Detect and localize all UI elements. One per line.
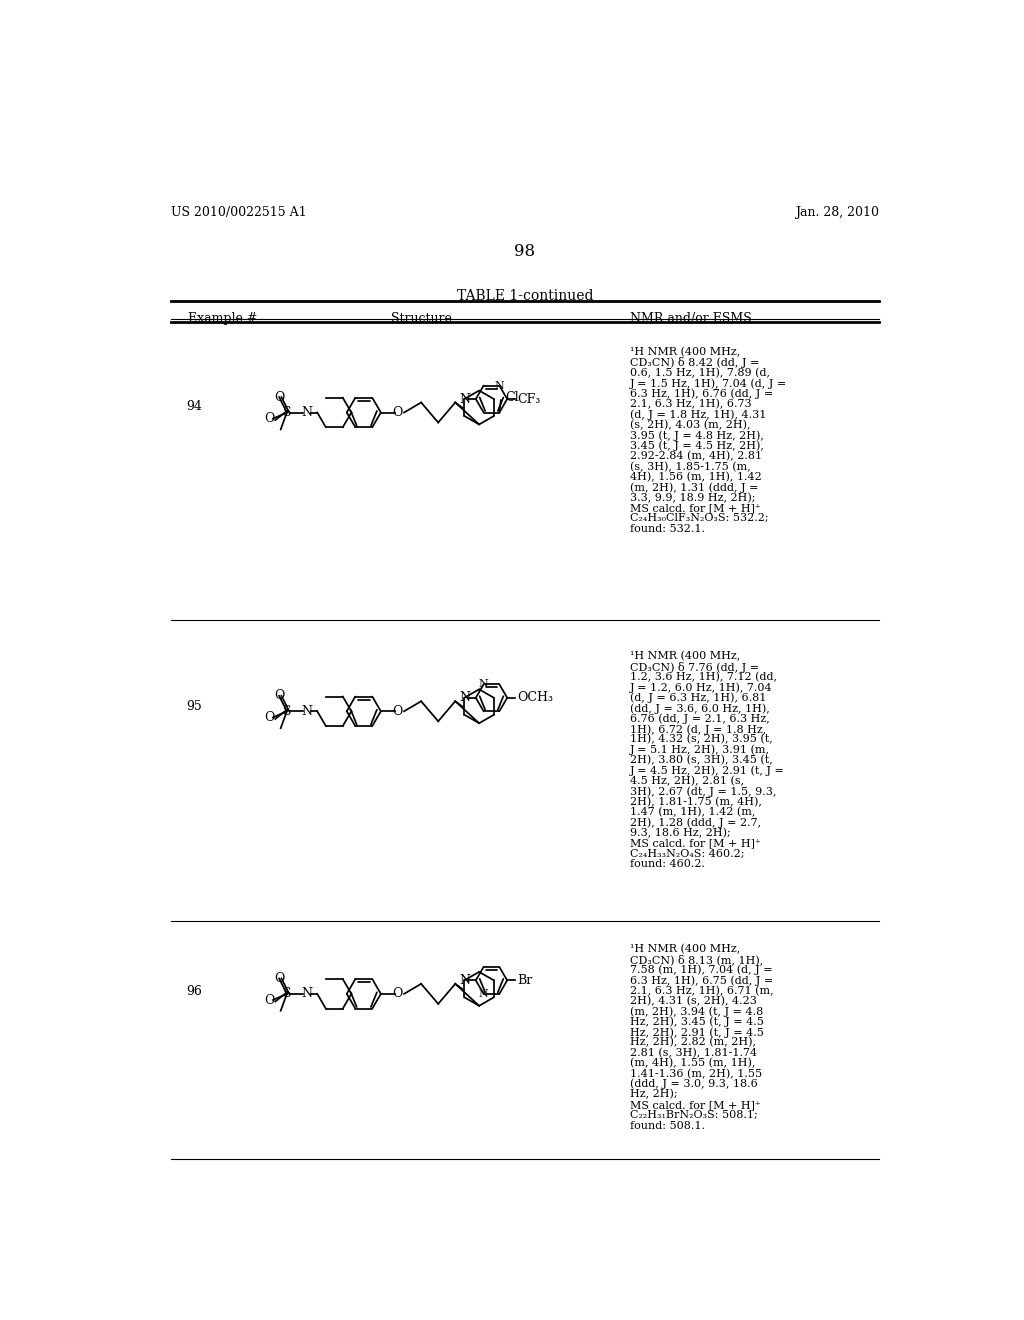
Text: 94: 94 bbox=[186, 400, 202, 413]
Text: 1H), 6.72 (d, J = 1.8 Hz,: 1H), 6.72 (d, J = 1.8 Hz, bbox=[630, 723, 766, 734]
Text: (d, J = 6.3 Hz, 1H), 6.81: (d, J = 6.3 Hz, 1H), 6.81 bbox=[630, 693, 767, 704]
Text: 7.58 (m, 1H), 7.04 (d, J =: 7.58 (m, 1H), 7.04 (d, J = bbox=[630, 965, 773, 975]
Text: O: O bbox=[274, 391, 285, 404]
Text: 1.41-1.36 (m, 2H), 1.55: 1.41-1.36 (m, 2H), 1.55 bbox=[630, 1069, 762, 1078]
Text: N: N bbox=[459, 692, 470, 705]
Text: Hz, 2H);: Hz, 2H); bbox=[630, 1089, 678, 1100]
Text: O: O bbox=[393, 705, 403, 718]
Text: (m, 2H), 3.94 (t, J = 4.8: (m, 2H), 3.94 (t, J = 4.8 bbox=[630, 1006, 764, 1016]
Text: US 2010/0022515 A1: US 2010/0022515 A1 bbox=[171, 206, 306, 219]
Text: 6.3 Hz, 1H), 6.75 (dd, J =: 6.3 Hz, 1H), 6.75 (dd, J = bbox=[630, 975, 773, 986]
Text: 3H), 2.67 (dt, J = 1.5, 9.3,: 3H), 2.67 (dt, J = 1.5, 9.3, bbox=[630, 787, 776, 797]
Text: N: N bbox=[301, 407, 312, 418]
Text: found: 460.2.: found: 460.2. bbox=[630, 859, 706, 869]
Text: C₂₄H₃₀ClF₃N₂O₃S: 532.2;: C₂₄H₃₀ClF₃N₂O₃S: 532.2; bbox=[630, 513, 769, 523]
Text: 3.45 (t, J = 4.5 Hz, 2H),: 3.45 (t, J = 4.5 Hz, 2H), bbox=[630, 441, 764, 451]
Text: ¹H NMR (400 MHz,: ¹H NMR (400 MHz, bbox=[630, 944, 740, 954]
Text: N: N bbox=[479, 989, 488, 999]
Text: (s, 2H), 4.03 (m, 2H),: (s, 2H), 4.03 (m, 2H), bbox=[630, 420, 751, 430]
Text: 3.3, 9.9, 18.9 Hz, 2H);: 3.3, 9.9, 18.9 Hz, 2H); bbox=[630, 492, 756, 503]
Text: MS calcd. for [M + H]⁺: MS calcd. for [M + H]⁺ bbox=[630, 838, 761, 849]
Text: Jan. 28, 2010: Jan. 28, 2010 bbox=[795, 206, 879, 219]
Text: 96: 96 bbox=[186, 985, 202, 998]
Text: MS calcd. for [M + H]⁺: MS calcd. for [M + H]⁺ bbox=[630, 1100, 761, 1110]
Text: 1.47 (m, 1H), 1.42 (m,: 1.47 (m, 1H), 1.42 (m, bbox=[630, 807, 756, 817]
Text: O: O bbox=[264, 412, 274, 425]
Text: 9.3, 18.6 Hz, 2H);: 9.3, 18.6 Hz, 2H); bbox=[630, 828, 731, 838]
Text: 2.81 (s, 3H), 1.81-1.74: 2.81 (s, 3H), 1.81-1.74 bbox=[630, 1048, 758, 1059]
Text: 4.5 Hz, 2H), 2.81 (s,: 4.5 Hz, 2H), 2.81 (s, bbox=[630, 776, 744, 787]
Text: N: N bbox=[495, 380, 504, 391]
Text: ¹H NMR (400 MHz,: ¹H NMR (400 MHz, bbox=[630, 347, 740, 358]
Text: found: 532.1.: found: 532.1. bbox=[630, 524, 706, 533]
Text: 6.76 (dd, J = 2.1, 6.3 Hz,: 6.76 (dd, J = 2.1, 6.3 Hz, bbox=[630, 714, 770, 725]
Text: S: S bbox=[283, 407, 291, 418]
Text: CD₃CN) δ 7.76 (dd, J =: CD₃CN) δ 7.76 (dd, J = bbox=[630, 661, 760, 673]
Text: O: O bbox=[393, 407, 403, 418]
Text: NMR and/or ESMS: NMR and/or ESMS bbox=[630, 313, 752, 326]
Text: 2H), 4.31 (s, 2H), 4.23: 2H), 4.31 (s, 2H), 4.23 bbox=[630, 995, 757, 1006]
Text: OCH₃: OCH₃ bbox=[517, 692, 553, 705]
Text: O: O bbox=[274, 689, 285, 702]
Text: N: N bbox=[301, 705, 312, 718]
Text: (m, 4H), 1.55 (m, 1H),: (m, 4H), 1.55 (m, 1H), bbox=[630, 1059, 756, 1068]
Text: O: O bbox=[274, 972, 285, 985]
Text: (s, 3H), 1.85-1.75 (m,: (s, 3H), 1.85-1.75 (m, bbox=[630, 462, 751, 471]
Text: 2.1, 6.3 Hz, 1H), 6.73: 2.1, 6.3 Hz, 1H), 6.73 bbox=[630, 399, 752, 409]
Text: J = 1.2, 6.0 Hz, 1H), 7.04: J = 1.2, 6.0 Hz, 1H), 7.04 bbox=[630, 682, 773, 693]
Text: 2.1, 6.3 Hz, 1H), 6.71 (m,: 2.1, 6.3 Hz, 1H), 6.71 (m, bbox=[630, 985, 774, 995]
Text: J = 1.5 Hz, 1H), 7.04 (d, J =: J = 1.5 Hz, 1H), 7.04 (d, J = bbox=[630, 379, 787, 389]
Text: O: O bbox=[393, 987, 403, 1001]
Text: Br: Br bbox=[517, 974, 532, 987]
Text: 95: 95 bbox=[186, 700, 202, 713]
Text: 2H), 1.81-1.75 (m, 4H),: 2H), 1.81-1.75 (m, 4H), bbox=[630, 797, 762, 807]
Text: S: S bbox=[283, 987, 291, 1001]
Text: MS calcd. for [M + H]⁺: MS calcd. for [M + H]⁺ bbox=[630, 503, 761, 513]
Text: 1.2, 3.6 Hz, 1H), 7.12 (dd,: 1.2, 3.6 Hz, 1H), 7.12 (dd, bbox=[630, 672, 777, 682]
Text: 0.6, 1.5 Hz, 1H), 7.89 (d,: 0.6, 1.5 Hz, 1H), 7.89 (d, bbox=[630, 368, 770, 379]
Text: Hz, 2H), 2.91 (t, J = 4.5: Hz, 2H), 2.91 (t, J = 4.5 bbox=[630, 1027, 764, 1038]
Text: N: N bbox=[479, 680, 488, 689]
Text: 3.95 (t, J = 4.8 Hz, 2H),: 3.95 (t, J = 4.8 Hz, 2H), bbox=[630, 430, 764, 441]
Text: 1H), 4.32 (s, 2H), 3.95 (t,: 1H), 4.32 (s, 2H), 3.95 (t, bbox=[630, 734, 773, 744]
Text: O: O bbox=[264, 994, 274, 1007]
Text: (m, 2H), 1.31 (ddd, J =: (m, 2H), 1.31 (ddd, J = bbox=[630, 482, 759, 492]
Text: Hz, 2H), 3.45 (t, J = 4.5: Hz, 2H), 3.45 (t, J = 4.5 bbox=[630, 1016, 764, 1027]
Text: CF₃: CF₃ bbox=[517, 392, 541, 405]
Text: S: S bbox=[283, 705, 291, 718]
Text: J = 4.5 Hz, 2H), 2.91 (t, J =: J = 4.5 Hz, 2H), 2.91 (t, J = bbox=[630, 766, 785, 776]
Text: 2.92-2.84 (m, 4H), 2.81: 2.92-2.84 (m, 4H), 2.81 bbox=[630, 451, 762, 462]
Text: N: N bbox=[459, 392, 470, 405]
Text: N: N bbox=[301, 987, 312, 1001]
Text: TABLE 1-continued: TABLE 1-continued bbox=[457, 289, 593, 304]
Text: Cl: Cl bbox=[506, 392, 519, 404]
Text: 98: 98 bbox=[514, 243, 536, 260]
Text: Hz, 2H), 2.82 (m, 2H),: Hz, 2H), 2.82 (m, 2H), bbox=[630, 1038, 756, 1048]
Text: found: 508.1.: found: 508.1. bbox=[630, 1121, 706, 1130]
Text: 2H), 3.80 (s, 3H), 3.45 (t,: 2H), 3.80 (s, 3H), 3.45 (t, bbox=[630, 755, 773, 766]
Text: 4H), 1.56 (m, 1H), 1.42: 4H), 1.56 (m, 1H), 1.42 bbox=[630, 471, 762, 482]
Text: (ddd, J = 3.0, 9.3, 18.6: (ddd, J = 3.0, 9.3, 18.6 bbox=[630, 1078, 758, 1089]
Text: Example #: Example # bbox=[188, 313, 258, 326]
Text: (d, J = 1.8 Hz, 1H), 4.31: (d, J = 1.8 Hz, 1H), 4.31 bbox=[630, 409, 767, 420]
Text: O: O bbox=[264, 711, 274, 723]
Text: CD₃CN) δ 8.42 (dd, J =: CD₃CN) δ 8.42 (dd, J = bbox=[630, 358, 760, 368]
Text: ¹H NMR (400 MHz,: ¹H NMR (400 MHz, bbox=[630, 651, 740, 661]
Text: 6.3 Hz, 1H), 6.76 (dd, J =: 6.3 Hz, 1H), 6.76 (dd, J = bbox=[630, 388, 773, 399]
Text: C₂₄H₃₃N₂O₄S: 460.2;: C₂₄H₃₃N₂O₄S: 460.2; bbox=[630, 849, 744, 859]
Text: 2H), 1.28 (ddd, J = 2.7,: 2H), 1.28 (ddd, J = 2.7, bbox=[630, 817, 761, 828]
Text: J = 5.1 Hz, 2H), 3.91 (m,: J = 5.1 Hz, 2H), 3.91 (m, bbox=[630, 744, 770, 755]
Text: C₂₂H₃₁BrN₂O₃S: 508.1;: C₂₂H₃₁BrN₂O₃S: 508.1; bbox=[630, 1110, 758, 1121]
Text: Structure: Structure bbox=[391, 313, 453, 326]
Text: N: N bbox=[459, 974, 470, 987]
Text: (dd, J = 3.6, 6.0 Hz, 1H),: (dd, J = 3.6, 6.0 Hz, 1H), bbox=[630, 704, 770, 714]
Text: CD₃CN) δ 8.13 (m, 1H),: CD₃CN) δ 8.13 (m, 1H), bbox=[630, 954, 764, 965]
